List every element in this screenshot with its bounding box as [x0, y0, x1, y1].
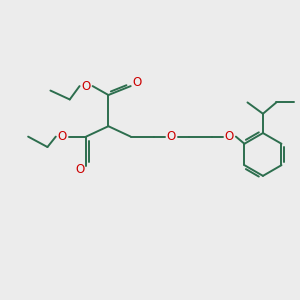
- Text: O: O: [225, 130, 234, 143]
- Text: O: O: [82, 80, 91, 93]
- Text: O: O: [75, 164, 84, 176]
- Text: O: O: [58, 130, 67, 143]
- Text: O: O: [167, 130, 176, 143]
- Text: O: O: [133, 76, 142, 89]
